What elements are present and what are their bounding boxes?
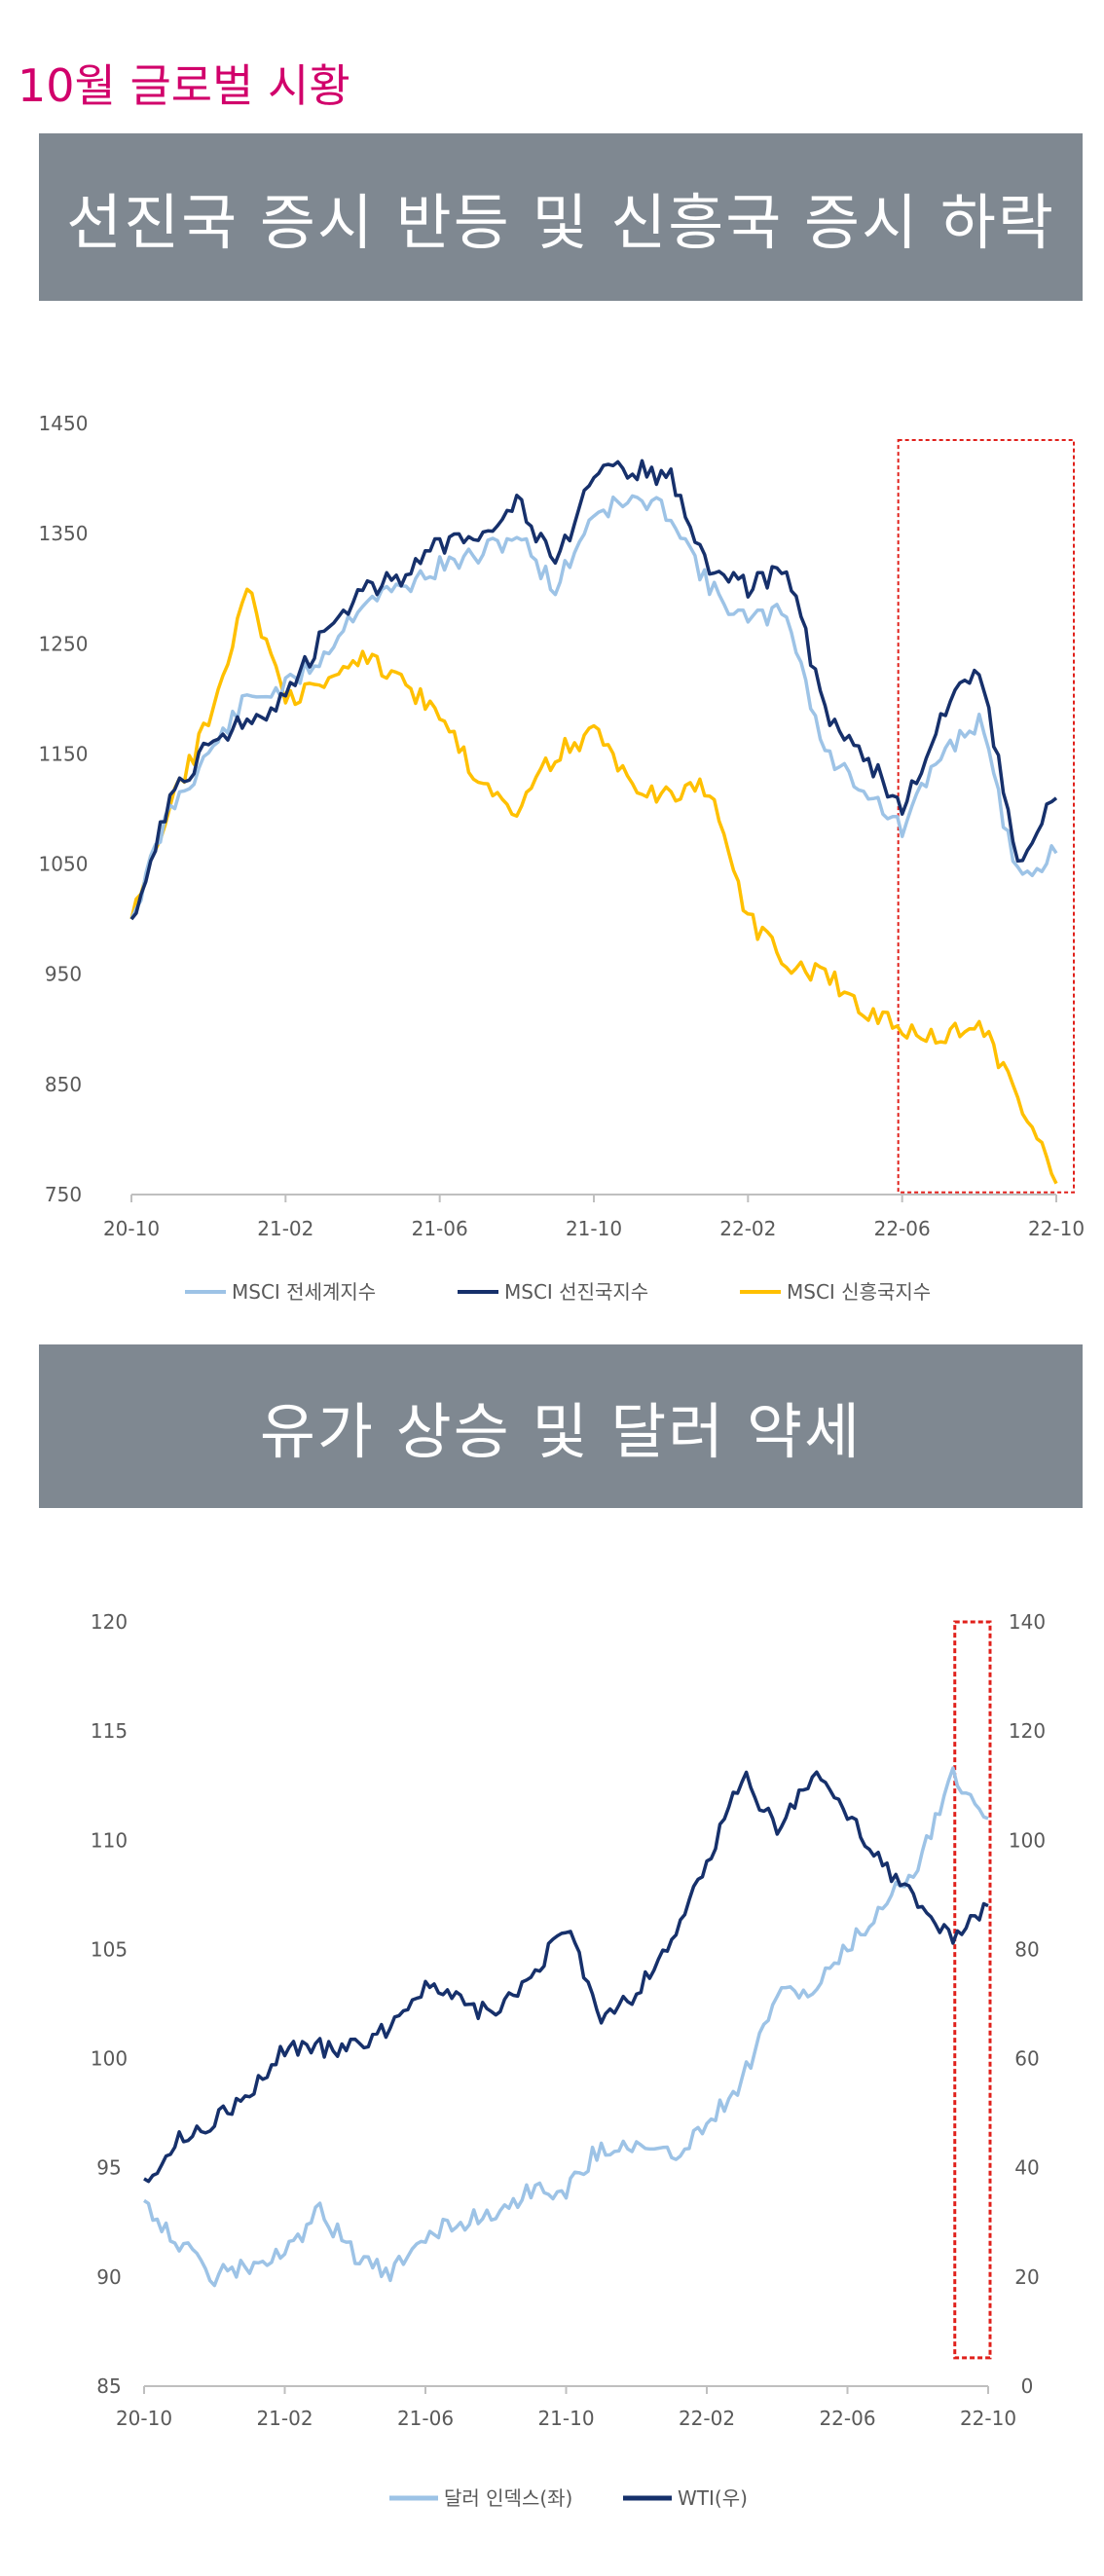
- page-title: 10월 글로벌 시황: [18, 59, 350, 112]
- x-tick-label: 22-06: [874, 1217, 931, 1240]
- highlight-box: [897, 438, 1076, 1194]
- y-left-tick-label: 95: [96, 2156, 121, 2180]
- series-line: [129, 587, 1058, 1185]
- x-tick-label: 22-02: [719, 1217, 776, 1240]
- y-tick-label: 1050: [39, 853, 89, 876]
- x-tick-label: 20-10: [116, 2407, 172, 2430]
- y-tick-label: 1250: [39, 632, 89, 655]
- y-tick-label: 850: [45, 1073, 82, 1096]
- x-tick-label: 21-10: [537, 2407, 594, 2430]
- y-tick-label: 1350: [39, 522, 89, 545]
- y-left-tick-label: 100: [91, 2047, 128, 2071]
- y-right-tick-label: 100: [1009, 1828, 1046, 1852]
- y-tick-label: 750: [45, 1183, 82, 1206]
- x-tick-label: 21-02: [256, 2407, 313, 2430]
- x-tick-label: 22-10: [960, 2407, 1016, 2430]
- x-tick-label: 21-02: [257, 1217, 313, 1240]
- y-tick-label: 1150: [39, 742, 89, 765]
- section-banner-equity: 선진국 증시 반등 및 신흥국 증시 하락: [39, 133, 1083, 301]
- x-tick-label: 22-10: [1028, 1217, 1085, 1240]
- y-left-tick-label: 115: [91, 1719, 128, 1743]
- y-tick-label: 1450: [39, 412, 89, 435]
- series-line: [143, 1766, 989, 2288]
- series-line: [129, 494, 1058, 920]
- y-right-tick-label: 0: [1021, 2374, 1034, 2398]
- legend-label: 달러 인덱스(좌): [444, 2486, 572, 2510]
- y-left-tick-label: 120: [91, 1610, 128, 1634]
- oil-dollar-chart: 1201151101051009590851401201008060402002…: [91, 1610, 1046, 2510]
- x-tick-label: 22-02: [679, 2407, 735, 2430]
- series-line: [129, 459, 1058, 921]
- legend-label: WTI(우): [678, 2486, 748, 2510]
- y-left-tick-label: 90: [96, 2265, 121, 2289]
- section-title-oil-dollar: 유가 상승 및 달러 약세: [259, 1396, 863, 1467]
- section-banner-oil-dollar: 유가 상승 및 달러 약세: [39, 1344, 1083, 1508]
- y-left-tick-label: 110: [91, 1828, 128, 1852]
- y-tick-label: 950: [45, 963, 82, 986]
- legend-label: MSCI 선진국지수: [504, 1280, 648, 1304]
- x-tick-label: 21-06: [397, 2407, 454, 2430]
- y-left-tick-label: 105: [91, 1937, 128, 1961]
- section-title-equity: 선진국 증시 반등 및 신흥국 증시 하락: [66, 187, 1055, 258]
- legend-label: MSCI 전세계지수: [232, 1280, 376, 1304]
- y-right-tick-label: 40: [1014, 2156, 1039, 2180]
- y-left-tick-label: 85: [96, 2374, 121, 2398]
- x-tick-label: 20-10: [103, 1217, 160, 1240]
- y-right-tick-label: 20: [1014, 2265, 1039, 2289]
- equity-index-chart: 1450 1350 1250 1150 1050 950 850 750 20-10 21-02 2…: [39, 412, 1086, 1304]
- y-right-tick-label: 120: [1009, 1719, 1046, 1743]
- x-tick-label: 21-10: [566, 1217, 622, 1240]
- x-tick-label: 22-06: [819, 2407, 875, 2430]
- y-right-tick-label: 140: [1009, 1610, 1046, 1634]
- highlight-box: [953, 1620, 992, 2360]
- series-line: [143, 1770, 989, 2184]
- x-tick-label: 21-06: [412, 1217, 468, 1240]
- y-right-tick-label: 80: [1014, 1937, 1039, 1961]
- legend-label: MSCI 신흥국지수: [787, 1280, 931, 1304]
- y-right-tick-label: 60: [1014, 2047, 1039, 2071]
